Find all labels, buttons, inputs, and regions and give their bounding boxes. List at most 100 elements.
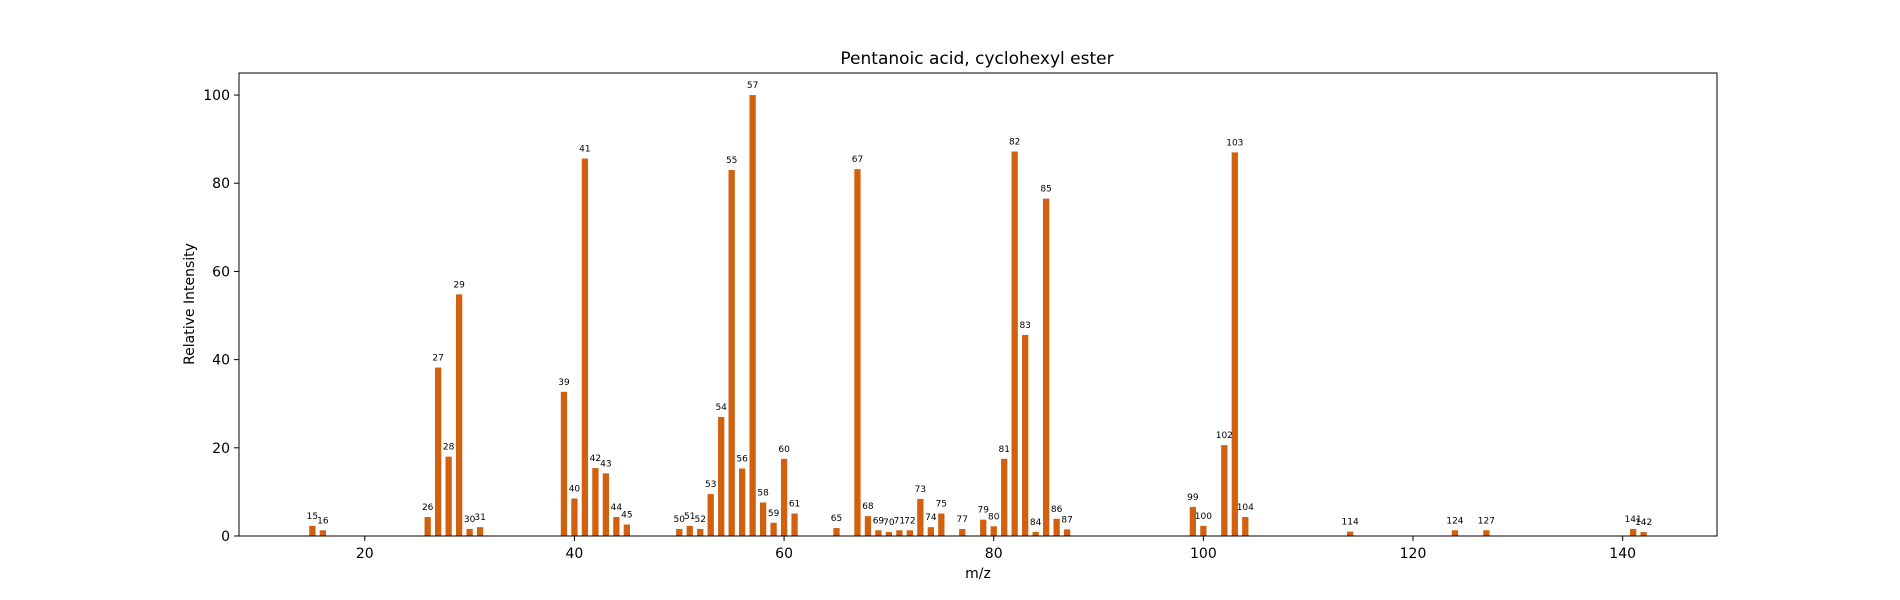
bar-mz-65 bbox=[833, 528, 840, 536]
bar-mz-26 bbox=[424, 517, 431, 536]
peak-label-mz-141: 141 bbox=[1625, 515, 1642, 525]
peak-label-mz-51: 51 bbox=[684, 512, 695, 522]
peak-label-mz-52: 52 bbox=[694, 515, 705, 525]
bar-mz-55 bbox=[728, 170, 735, 536]
bar-mz-142 bbox=[1640, 532, 1647, 536]
peak-label-mz-67: 67 bbox=[852, 155, 863, 165]
x-tick-label-20: 20 bbox=[356, 546, 374, 562]
peak-label-mz-15: 15 bbox=[307, 512, 318, 522]
bar-mz-79 bbox=[980, 519, 987, 536]
peak-label-mz-43: 43 bbox=[600, 459, 611, 469]
bar-mz-44 bbox=[613, 517, 620, 536]
y-axis-ticks: 0 20 40 60 80 100 bbox=[203, 88, 239, 545]
plot-area-frame bbox=[238, 72, 1718, 537]
bar-mz-80 bbox=[990, 526, 997, 536]
y-tick-label-40: 40 bbox=[212, 353, 230, 369]
bar-mz-127 bbox=[1483, 530, 1490, 536]
peak-label-mz-60: 60 bbox=[778, 445, 790, 455]
bar-mz-30 bbox=[466, 528, 473, 536]
peak-label-mz-50: 50 bbox=[674, 515, 686, 525]
bar-mz-83 bbox=[1022, 334, 1029, 536]
bar-mz-57 bbox=[749, 95, 756, 537]
peak-label-mz-56: 56 bbox=[736, 455, 748, 465]
peak-label-mz-142: 142 bbox=[1635, 518, 1652, 528]
peak-label-mz-127: 127 bbox=[1478, 516, 1495, 526]
peak-label-mz-45: 45 bbox=[621, 511, 632, 521]
peak-label-mz-80: 80 bbox=[988, 512, 1000, 522]
peak-label-mz-124: 124 bbox=[1446, 516, 1463, 526]
bar-mz-103 bbox=[1231, 152, 1238, 536]
x-tick-label-60: 60 bbox=[775, 546, 793, 562]
peak-label-mz-69: 69 bbox=[873, 516, 885, 526]
peak-label-mz-65: 65 bbox=[831, 514, 842, 524]
peak-label-mz-79: 79 bbox=[978, 506, 990, 516]
peak-label-mz-75: 75 bbox=[936, 500, 947, 510]
bar-mz-86 bbox=[1053, 518, 1060, 536]
bar-mz-41 bbox=[581, 158, 589, 537]
bar-mz-15 bbox=[309, 525, 316, 536]
bar-mz-73 bbox=[917, 498, 924, 536]
peak-label-mz-31: 31 bbox=[474, 513, 485, 523]
bar-mz-16 bbox=[319, 530, 326, 536]
bar-mz-84 bbox=[1032, 532, 1039, 536]
peak-label-mz-58: 58 bbox=[757, 488, 769, 498]
bar-mz-59 bbox=[770, 522, 777, 536]
bar-mz-114 bbox=[1346, 531, 1354, 536]
bar-mz-81 bbox=[1001, 458, 1008, 536]
bar-mz-56 bbox=[739, 468, 746, 536]
peak-label-mz-102: 102 bbox=[1216, 431, 1233, 441]
peak-label-mz-73: 73 bbox=[915, 485, 926, 495]
y-tick-label-20: 20 bbox=[212, 441, 230, 457]
bar-mz-104 bbox=[1242, 517, 1249, 536]
bar-mz-70 bbox=[885, 532, 893, 536]
peak-label-mz-26: 26 bbox=[422, 503, 434, 513]
bar-mz-60 bbox=[780, 458, 788, 536]
bar-mz-75 bbox=[938, 513, 945, 536]
peak-label-mz-77: 77 bbox=[957, 515, 968, 525]
peak-label-mz-39: 39 bbox=[558, 378, 570, 388]
peak-label-mz-44: 44 bbox=[611, 503, 623, 513]
bar-mz-68 bbox=[864, 516, 872, 536]
y-tick-label-100: 100 bbox=[203, 88, 230, 104]
peak-label-mz-72: 72 bbox=[904, 516, 915, 526]
peak-label-mz-16: 16 bbox=[317, 516, 329, 526]
peak-label-mz-53: 53 bbox=[705, 480, 716, 490]
bar-mz-39 bbox=[560, 391, 568, 536]
bar-mz-67 bbox=[854, 169, 861, 536]
bar-mz-71 bbox=[896, 530, 903, 536]
bar-mz-61 bbox=[791, 513, 798, 536]
x-axis-ticks: 20 40 60 80 100 120 140 bbox=[356, 536, 1636, 562]
bar-mz-74 bbox=[927, 527, 934, 536]
peak-label-mz-68: 68 bbox=[862, 502, 874, 512]
bar-mz-102 bbox=[1221, 445, 1228, 536]
bar-mz-124 bbox=[1451, 530, 1459, 536]
bar-mz-45 bbox=[623, 524, 630, 536]
x-tick-label-100: 100 bbox=[1190, 546, 1217, 562]
peak-label-mz-100: 100 bbox=[1195, 512, 1212, 522]
peak-label-mz-59: 59 bbox=[768, 509, 780, 519]
x-tick-label-140: 140 bbox=[1609, 546, 1636, 562]
bar-mz-72 bbox=[906, 530, 914, 536]
peak-label-mz-114: 114 bbox=[1342, 518, 1359, 528]
bars-group bbox=[309, 95, 1647, 537]
peak-label-mz-30: 30 bbox=[464, 515, 476, 525]
peak-label-mz-74: 74 bbox=[925, 513, 937, 523]
bar-mz-77 bbox=[959, 528, 966, 536]
peak-label-mz-28: 28 bbox=[443, 443, 455, 453]
bar-mz-28 bbox=[445, 456, 452, 536]
peak-label-mz-83: 83 bbox=[1019, 321, 1030, 331]
bar-mz-99 bbox=[1189, 506, 1197, 536]
bar-mz-58 bbox=[759, 502, 767, 536]
peak-label-mz-41: 41 bbox=[579, 145, 590, 155]
peak-label-mz-81: 81 bbox=[998, 445, 1009, 455]
bar-mz-82 bbox=[1011, 151, 1018, 537]
peak-label-mz-82: 82 bbox=[1009, 137, 1020, 147]
peak-label-mz-40: 40 bbox=[569, 485, 581, 495]
y-tick-label-80: 80 bbox=[212, 176, 230, 192]
bar-mz-43 bbox=[602, 473, 610, 536]
peak-label-mz-104: 104 bbox=[1237, 503, 1254, 513]
bar-mz-69 bbox=[875, 530, 882, 536]
